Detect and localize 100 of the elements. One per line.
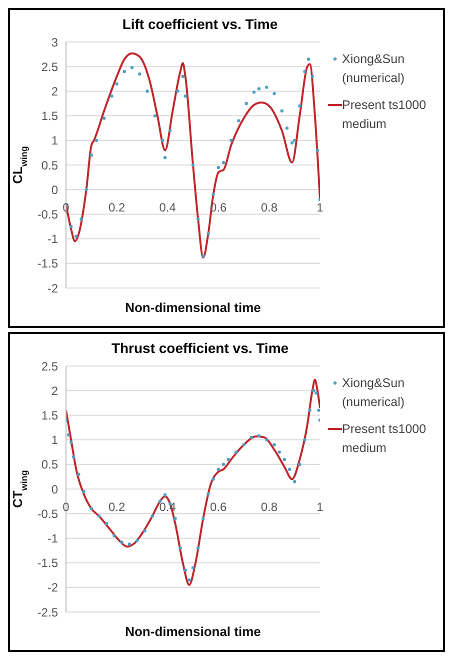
x-tick-label: 1 [316,500,324,514]
point [196,546,200,550]
point [278,450,281,454]
point [272,443,276,446]
point [265,438,268,442]
point [176,90,180,93]
point [234,450,238,454]
chart-title: Thrust coefficient vs. Time [110,340,290,356]
point [306,58,310,61]
x-tick-label: 0 [62,500,70,514]
point [181,74,184,78]
point [174,516,177,520]
legend-label: Present ts1000 medium [342,421,428,457]
point [252,90,256,94]
point [163,156,167,160]
point [298,104,302,108]
point [136,539,139,542]
point [74,234,78,238]
point [250,436,254,439]
point [293,138,296,142]
point [290,141,294,144]
point [303,70,306,74]
y-tick-label: -0.5 [37,207,58,222]
point [285,126,289,130]
point [184,94,187,98]
point [120,540,124,544]
y-tick-label: 1 [51,433,58,448]
point [163,493,167,497]
y-tick-label: -1 [47,232,58,246]
y-tick-label: 2 [51,384,58,398]
point [196,218,200,221]
point [97,514,101,518]
point [226,458,230,462]
point [150,514,154,518]
x-tick-label: 0.4 [159,200,176,215]
point [146,90,149,93]
point [222,160,226,164]
point [237,119,240,122]
point [303,438,306,442]
y-tick-label: 1 [51,134,58,148]
point [105,522,108,526]
point [317,408,320,412]
point [82,490,86,494]
point [216,166,220,170]
point [110,94,114,98]
legend-label: Xiong&Sun (numerical) [342,51,406,87]
point [143,529,146,532]
point [188,578,191,582]
point [66,433,70,436]
point [184,568,187,572]
point [112,534,116,538]
point [80,218,83,221]
point [272,92,276,96]
x-tick-label: 0.6 [210,500,228,514]
point [212,192,215,196]
point [206,232,210,236]
point [222,462,226,466]
y-tick-label: 2.5 [41,359,58,374]
point [90,154,93,157]
y-tick-label: -0.5 [37,506,58,521]
point [191,163,195,167]
point [202,516,205,520]
point [138,72,142,76]
point [122,70,126,74]
point [115,82,118,86]
point [312,389,316,392]
point [160,138,164,142]
y-tick-label: -1.5 [37,556,58,570]
legend-label: Xiong&Sun (numerical) [342,375,406,411]
point [69,440,73,444]
point [280,109,284,112]
x-tick-label: 1 [316,200,324,215]
point [130,66,134,70]
y-tick-label: 0 [51,182,58,197]
point [216,468,220,471]
point [191,566,195,570]
x-tick-label: 0.2 [108,200,126,215]
point [72,455,76,459]
y-tick-label: 1.5 [41,408,58,422]
x-axis-title: Non-dimensional time [125,300,261,315]
x-axis-title: Non-dimensional time [125,624,261,639]
point [128,542,132,546]
y-tick-label: 0 [51,482,58,496]
y-tick-label: 1.5 [41,109,58,124]
point [230,138,233,142]
y-tick-label: -1.5 [37,256,58,271]
point [206,492,210,496]
point [244,102,248,106]
point [308,408,312,412]
point [168,128,172,132]
point [257,87,261,90]
x-tick-label: 0.8 [260,500,278,514]
point [212,478,215,481]
point [282,458,286,462]
y-tick-label: 2 [51,84,58,98]
point [257,434,261,438]
point [314,391,318,395]
point [288,468,292,471]
point [178,546,182,550]
point [84,188,88,192]
